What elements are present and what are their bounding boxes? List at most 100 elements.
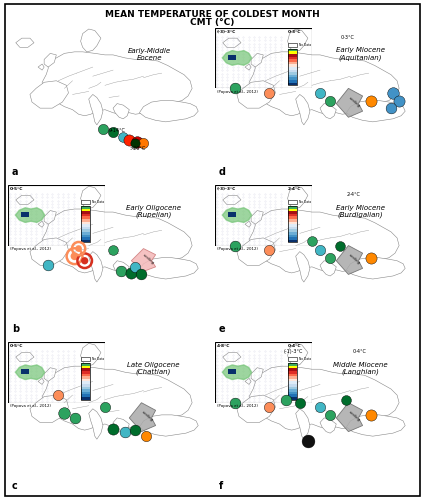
Polygon shape bbox=[320, 261, 336, 276]
Point bbox=[282, 396, 289, 404]
Point bbox=[128, 269, 135, 277]
Point bbox=[317, 246, 323, 254]
Point bbox=[232, 398, 238, 406]
Text: Early Miocene
(Aquitanian): Early Miocene (Aquitanian) bbox=[336, 48, 385, 61]
Text: cooling: cooling bbox=[142, 253, 156, 265]
Polygon shape bbox=[245, 64, 251, 70]
Point bbox=[317, 404, 323, 411]
Polygon shape bbox=[296, 409, 310, 439]
Point bbox=[61, 410, 68, 418]
Polygon shape bbox=[288, 29, 308, 52]
Polygon shape bbox=[139, 100, 198, 122]
Point bbox=[337, 242, 344, 250]
Point bbox=[110, 128, 116, 136]
Point bbox=[132, 426, 139, 434]
Text: CMT (°C): CMT (°C) bbox=[190, 18, 235, 28]
Point bbox=[75, 244, 82, 252]
Text: 0-3°C: 0-3°C bbox=[340, 35, 354, 40]
Point bbox=[102, 404, 108, 411]
Polygon shape bbox=[320, 418, 336, 433]
Polygon shape bbox=[89, 94, 103, 125]
Point bbox=[99, 126, 106, 134]
Point bbox=[138, 270, 145, 278]
Point bbox=[396, 96, 402, 104]
Text: Early Oligocene
(Rupelian): Early Oligocene (Rupelian) bbox=[126, 204, 181, 218]
Polygon shape bbox=[320, 104, 336, 119]
Point bbox=[388, 104, 394, 112]
Point bbox=[132, 263, 139, 271]
Polygon shape bbox=[16, 196, 34, 204]
Point bbox=[304, 436, 311, 444]
Point bbox=[390, 89, 397, 97]
Polygon shape bbox=[89, 409, 103, 439]
Polygon shape bbox=[245, 221, 251, 228]
Polygon shape bbox=[129, 402, 156, 432]
Polygon shape bbox=[131, 248, 156, 272]
Text: a: a bbox=[12, 166, 18, 176]
Polygon shape bbox=[38, 221, 44, 228]
Polygon shape bbox=[346, 415, 405, 436]
Polygon shape bbox=[81, 344, 101, 366]
Point bbox=[126, 136, 133, 144]
Point bbox=[266, 404, 273, 411]
Polygon shape bbox=[336, 88, 363, 118]
Point bbox=[81, 257, 88, 265]
Polygon shape bbox=[113, 418, 129, 433]
Polygon shape bbox=[89, 252, 103, 282]
Point bbox=[367, 96, 374, 104]
Text: (Popova et al., 2012): (Popova et al., 2012) bbox=[217, 90, 258, 94]
Point bbox=[110, 246, 116, 254]
Point bbox=[71, 252, 78, 260]
Text: (Popova et al., 2012): (Popova et al., 2012) bbox=[217, 404, 258, 408]
Polygon shape bbox=[44, 368, 56, 382]
Text: MEAN TEMPERATURE OF COLDEST MONTH: MEAN TEMPERATURE OF COLDEST MONTH bbox=[105, 10, 320, 19]
Polygon shape bbox=[38, 378, 44, 384]
Point bbox=[309, 237, 315, 245]
Point bbox=[367, 411, 374, 419]
Point bbox=[110, 424, 116, 432]
Point bbox=[71, 252, 78, 260]
Text: Early Miocene
(Burdigalian): Early Miocene (Burdigalian) bbox=[336, 204, 385, 218]
Point bbox=[140, 139, 147, 147]
Polygon shape bbox=[346, 258, 405, 279]
Text: 2-4°C: 2-4°C bbox=[346, 192, 360, 198]
Text: Middle Miocene
(Langhian): Middle Miocene (Langhian) bbox=[333, 362, 388, 376]
Text: 9-14°C: 9-14°C bbox=[109, 128, 126, 133]
Point bbox=[343, 396, 350, 404]
Text: cooling: cooling bbox=[348, 410, 361, 422]
Polygon shape bbox=[16, 352, 34, 362]
Point bbox=[266, 246, 273, 254]
Polygon shape bbox=[30, 238, 68, 266]
Text: e: e bbox=[219, 324, 225, 334]
Text: f: f bbox=[219, 481, 223, 491]
Point bbox=[232, 84, 238, 92]
Polygon shape bbox=[38, 64, 44, 70]
Polygon shape bbox=[336, 246, 363, 274]
Polygon shape bbox=[336, 402, 363, 432]
Text: cooling: cooling bbox=[348, 253, 361, 265]
Point bbox=[266, 89, 273, 97]
Polygon shape bbox=[249, 209, 399, 273]
Text: Early-Middle
Eocene: Early-Middle Eocene bbox=[128, 48, 171, 61]
Polygon shape bbox=[30, 395, 68, 422]
Polygon shape bbox=[139, 258, 198, 279]
Text: (Popova et al., 2012): (Popova et al., 2012) bbox=[217, 247, 258, 251]
Point bbox=[232, 242, 238, 250]
Polygon shape bbox=[251, 54, 263, 67]
Text: 0-4°C: 0-4°C bbox=[352, 350, 366, 354]
Polygon shape bbox=[249, 52, 399, 116]
Polygon shape bbox=[223, 196, 241, 204]
Point bbox=[317, 89, 323, 97]
Polygon shape bbox=[245, 378, 251, 384]
Polygon shape bbox=[288, 186, 308, 209]
Point bbox=[122, 428, 129, 436]
Polygon shape bbox=[113, 104, 129, 119]
Text: b: b bbox=[12, 324, 19, 334]
Point bbox=[296, 398, 303, 406]
Polygon shape bbox=[42, 209, 192, 273]
Text: c: c bbox=[12, 481, 17, 491]
Polygon shape bbox=[296, 252, 310, 282]
Text: Late Oligocene
(Chattian): Late Oligocene (Chattian) bbox=[128, 362, 180, 376]
Polygon shape bbox=[237, 238, 275, 266]
Polygon shape bbox=[42, 366, 192, 430]
